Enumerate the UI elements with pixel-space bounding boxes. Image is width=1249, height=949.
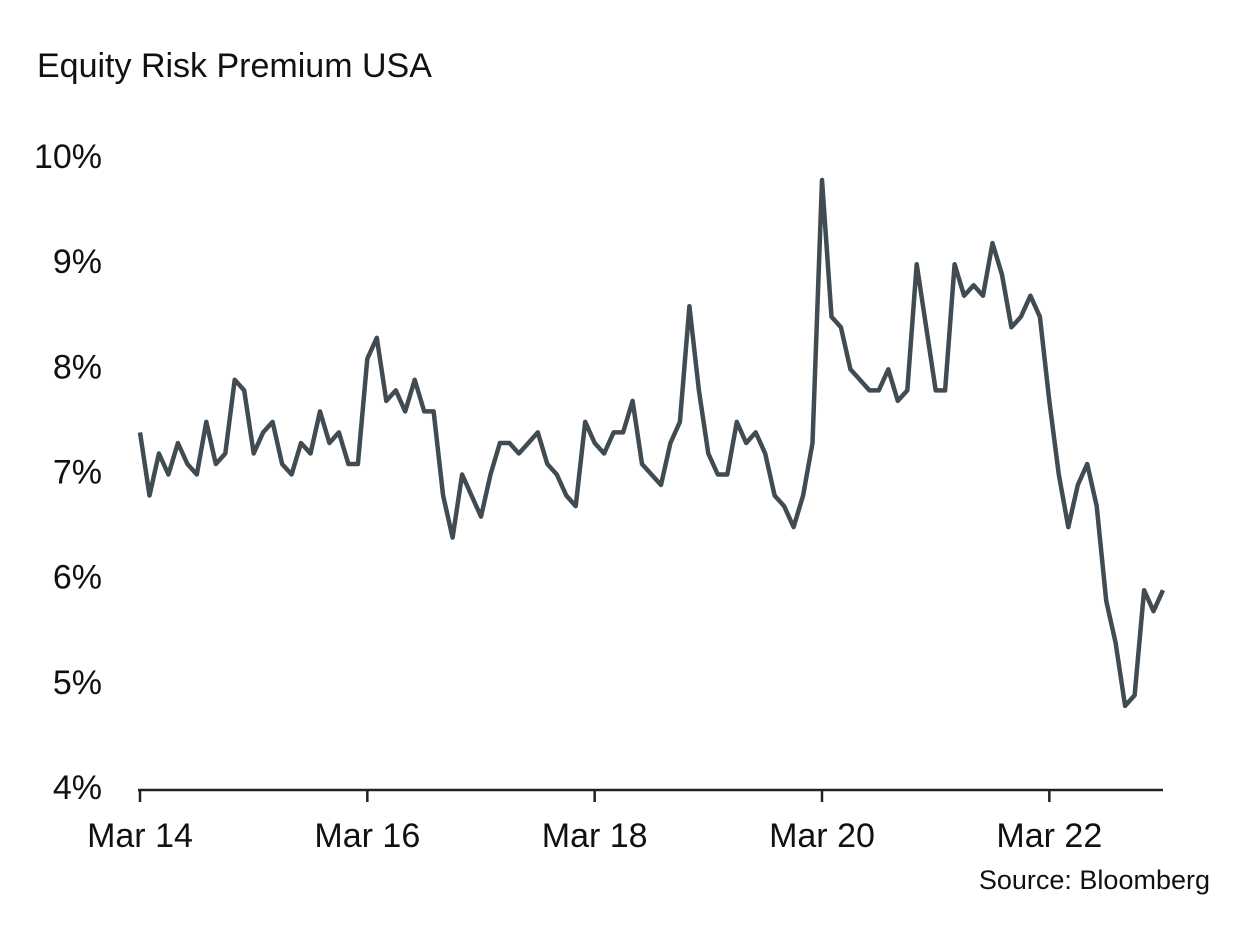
y-tick-label: 9% — [53, 243, 102, 281]
source-note: Source: Bloomberg — [979, 865, 1210, 895]
y-tick-label: 10% — [34, 138, 102, 176]
x-tick-label: Mar 14 — [87, 817, 193, 855]
x-tick-label: Mar 18 — [542, 817, 648, 855]
y-tick-label: 5% — [53, 664, 102, 702]
y-tick-label: 4% — [53, 769, 102, 807]
x-tick-label: Mar 16 — [314, 817, 420, 855]
x-tick-label: Mar 22 — [996, 817, 1102, 855]
x-tick-label: Mar 20 — [769, 817, 875, 855]
y-tick-label: 7% — [53, 453, 102, 491]
data-line — [137, 177, 1166, 709]
chart-title: Equity Risk Premium USA — [37, 47, 432, 85]
y-tick-label: 6% — [53, 559, 102, 597]
y-tick-label: 8% — [53, 348, 102, 386]
